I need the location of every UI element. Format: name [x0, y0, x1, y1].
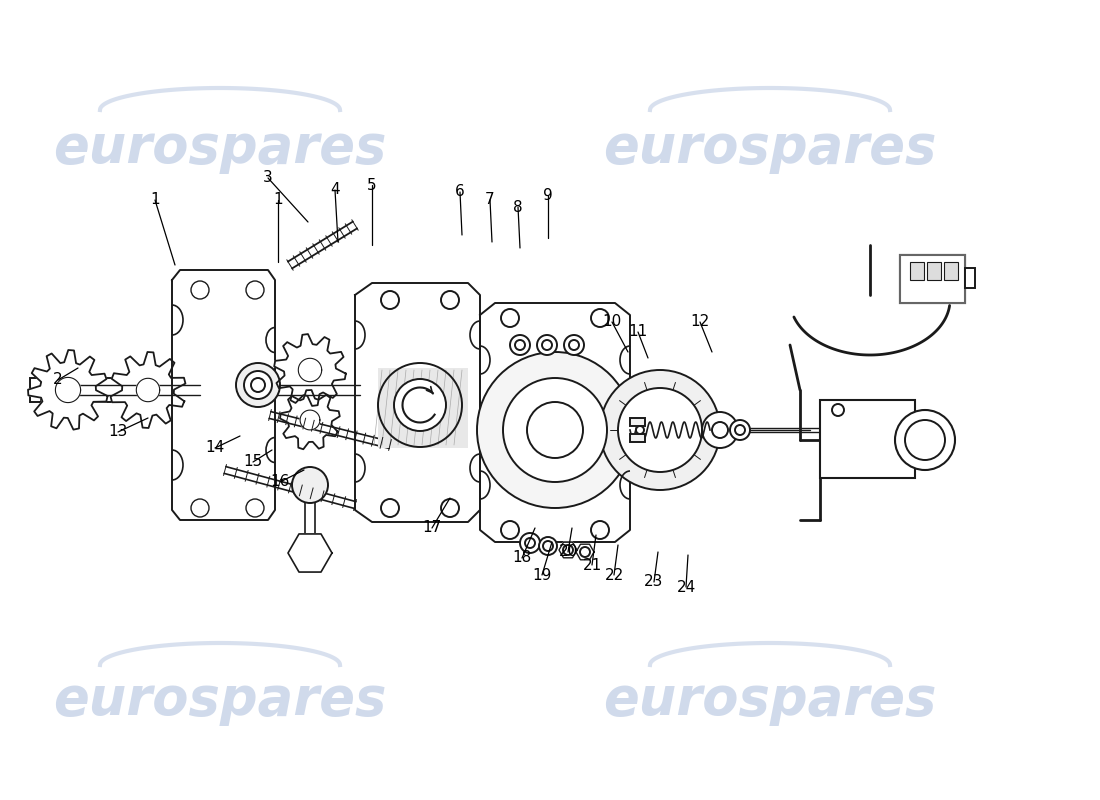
Text: eurospares: eurospares: [53, 674, 387, 726]
Circle shape: [500, 309, 519, 327]
Circle shape: [735, 425, 745, 435]
Text: 11: 11: [628, 325, 648, 339]
Text: 4: 4: [330, 182, 340, 198]
Circle shape: [477, 352, 632, 508]
Text: 5: 5: [367, 178, 377, 193]
Circle shape: [515, 340, 525, 350]
Circle shape: [905, 420, 945, 460]
Bar: [378, 368, 468, 448]
Text: 1: 1: [151, 193, 160, 207]
Text: 2: 2: [53, 373, 63, 387]
Circle shape: [712, 422, 728, 438]
Circle shape: [569, 340, 579, 350]
Polygon shape: [136, 378, 160, 402]
Bar: [900, 255, 965, 303]
Text: 14: 14: [206, 441, 224, 455]
Circle shape: [543, 541, 553, 551]
Circle shape: [542, 340, 552, 350]
Circle shape: [520, 533, 540, 553]
Circle shape: [381, 291, 399, 309]
Polygon shape: [28, 350, 108, 430]
Circle shape: [591, 521, 609, 539]
Bar: [910, 262, 924, 280]
Circle shape: [537, 335, 557, 355]
Text: 24: 24: [676, 579, 695, 594]
Circle shape: [503, 378, 607, 482]
Polygon shape: [280, 390, 340, 450]
Polygon shape: [274, 334, 345, 406]
Text: 21: 21: [582, 558, 602, 573]
Text: 9: 9: [543, 187, 553, 202]
Polygon shape: [559, 542, 578, 558]
Text: 22: 22: [604, 567, 624, 582]
Circle shape: [394, 379, 446, 431]
Polygon shape: [111, 352, 186, 428]
Bar: [630, 418, 645, 426]
Polygon shape: [300, 410, 320, 430]
Text: 16: 16: [271, 474, 289, 490]
Text: 23: 23: [645, 574, 663, 590]
Circle shape: [730, 420, 750, 440]
Polygon shape: [288, 534, 332, 572]
Circle shape: [525, 538, 535, 548]
Text: 6: 6: [455, 185, 465, 199]
Polygon shape: [576, 544, 594, 560]
Circle shape: [832, 404, 844, 416]
Circle shape: [591, 309, 609, 327]
Bar: [820, 400, 915, 478]
Circle shape: [244, 371, 272, 399]
Bar: [965, 268, 975, 288]
Text: 3: 3: [263, 170, 273, 186]
Circle shape: [580, 547, 590, 557]
Text: 1: 1: [273, 193, 283, 207]
Circle shape: [564, 335, 584, 355]
Circle shape: [527, 402, 583, 458]
Bar: [30, 378, 125, 402]
Circle shape: [191, 281, 209, 299]
Circle shape: [191, 499, 209, 517]
Circle shape: [600, 370, 720, 490]
Circle shape: [246, 281, 264, 299]
Circle shape: [292, 467, 328, 503]
Polygon shape: [480, 303, 630, 542]
Circle shape: [500, 521, 519, 539]
Text: 17: 17: [422, 521, 441, 535]
Polygon shape: [298, 358, 321, 382]
Circle shape: [563, 545, 573, 555]
Circle shape: [895, 410, 955, 470]
Text: 18: 18: [513, 550, 531, 566]
Circle shape: [636, 426, 644, 434]
Circle shape: [510, 335, 530, 355]
Circle shape: [381, 499, 399, 517]
Text: 20: 20: [559, 545, 578, 559]
Bar: [630, 434, 645, 442]
Bar: [927, 262, 940, 280]
Bar: [900, 255, 965, 303]
Text: 13: 13: [108, 425, 128, 439]
Polygon shape: [172, 270, 275, 520]
Text: 15: 15: [243, 454, 263, 470]
Circle shape: [246, 499, 264, 517]
Text: 12: 12: [691, 314, 710, 330]
Circle shape: [441, 291, 459, 309]
Circle shape: [618, 388, 702, 472]
Text: 19: 19: [532, 567, 552, 582]
Circle shape: [251, 378, 265, 392]
Circle shape: [702, 412, 738, 448]
Text: 8: 8: [514, 199, 522, 214]
Text: 10: 10: [603, 314, 622, 330]
Polygon shape: [355, 283, 480, 522]
Text: eurospares: eurospares: [603, 674, 937, 726]
Circle shape: [236, 363, 280, 407]
Text: 7: 7: [485, 193, 495, 207]
Bar: [944, 262, 958, 280]
Text: eurospares: eurospares: [53, 122, 387, 174]
Text: eurospares: eurospares: [603, 122, 937, 174]
Circle shape: [441, 499, 459, 517]
Polygon shape: [55, 378, 80, 402]
Circle shape: [539, 537, 557, 555]
